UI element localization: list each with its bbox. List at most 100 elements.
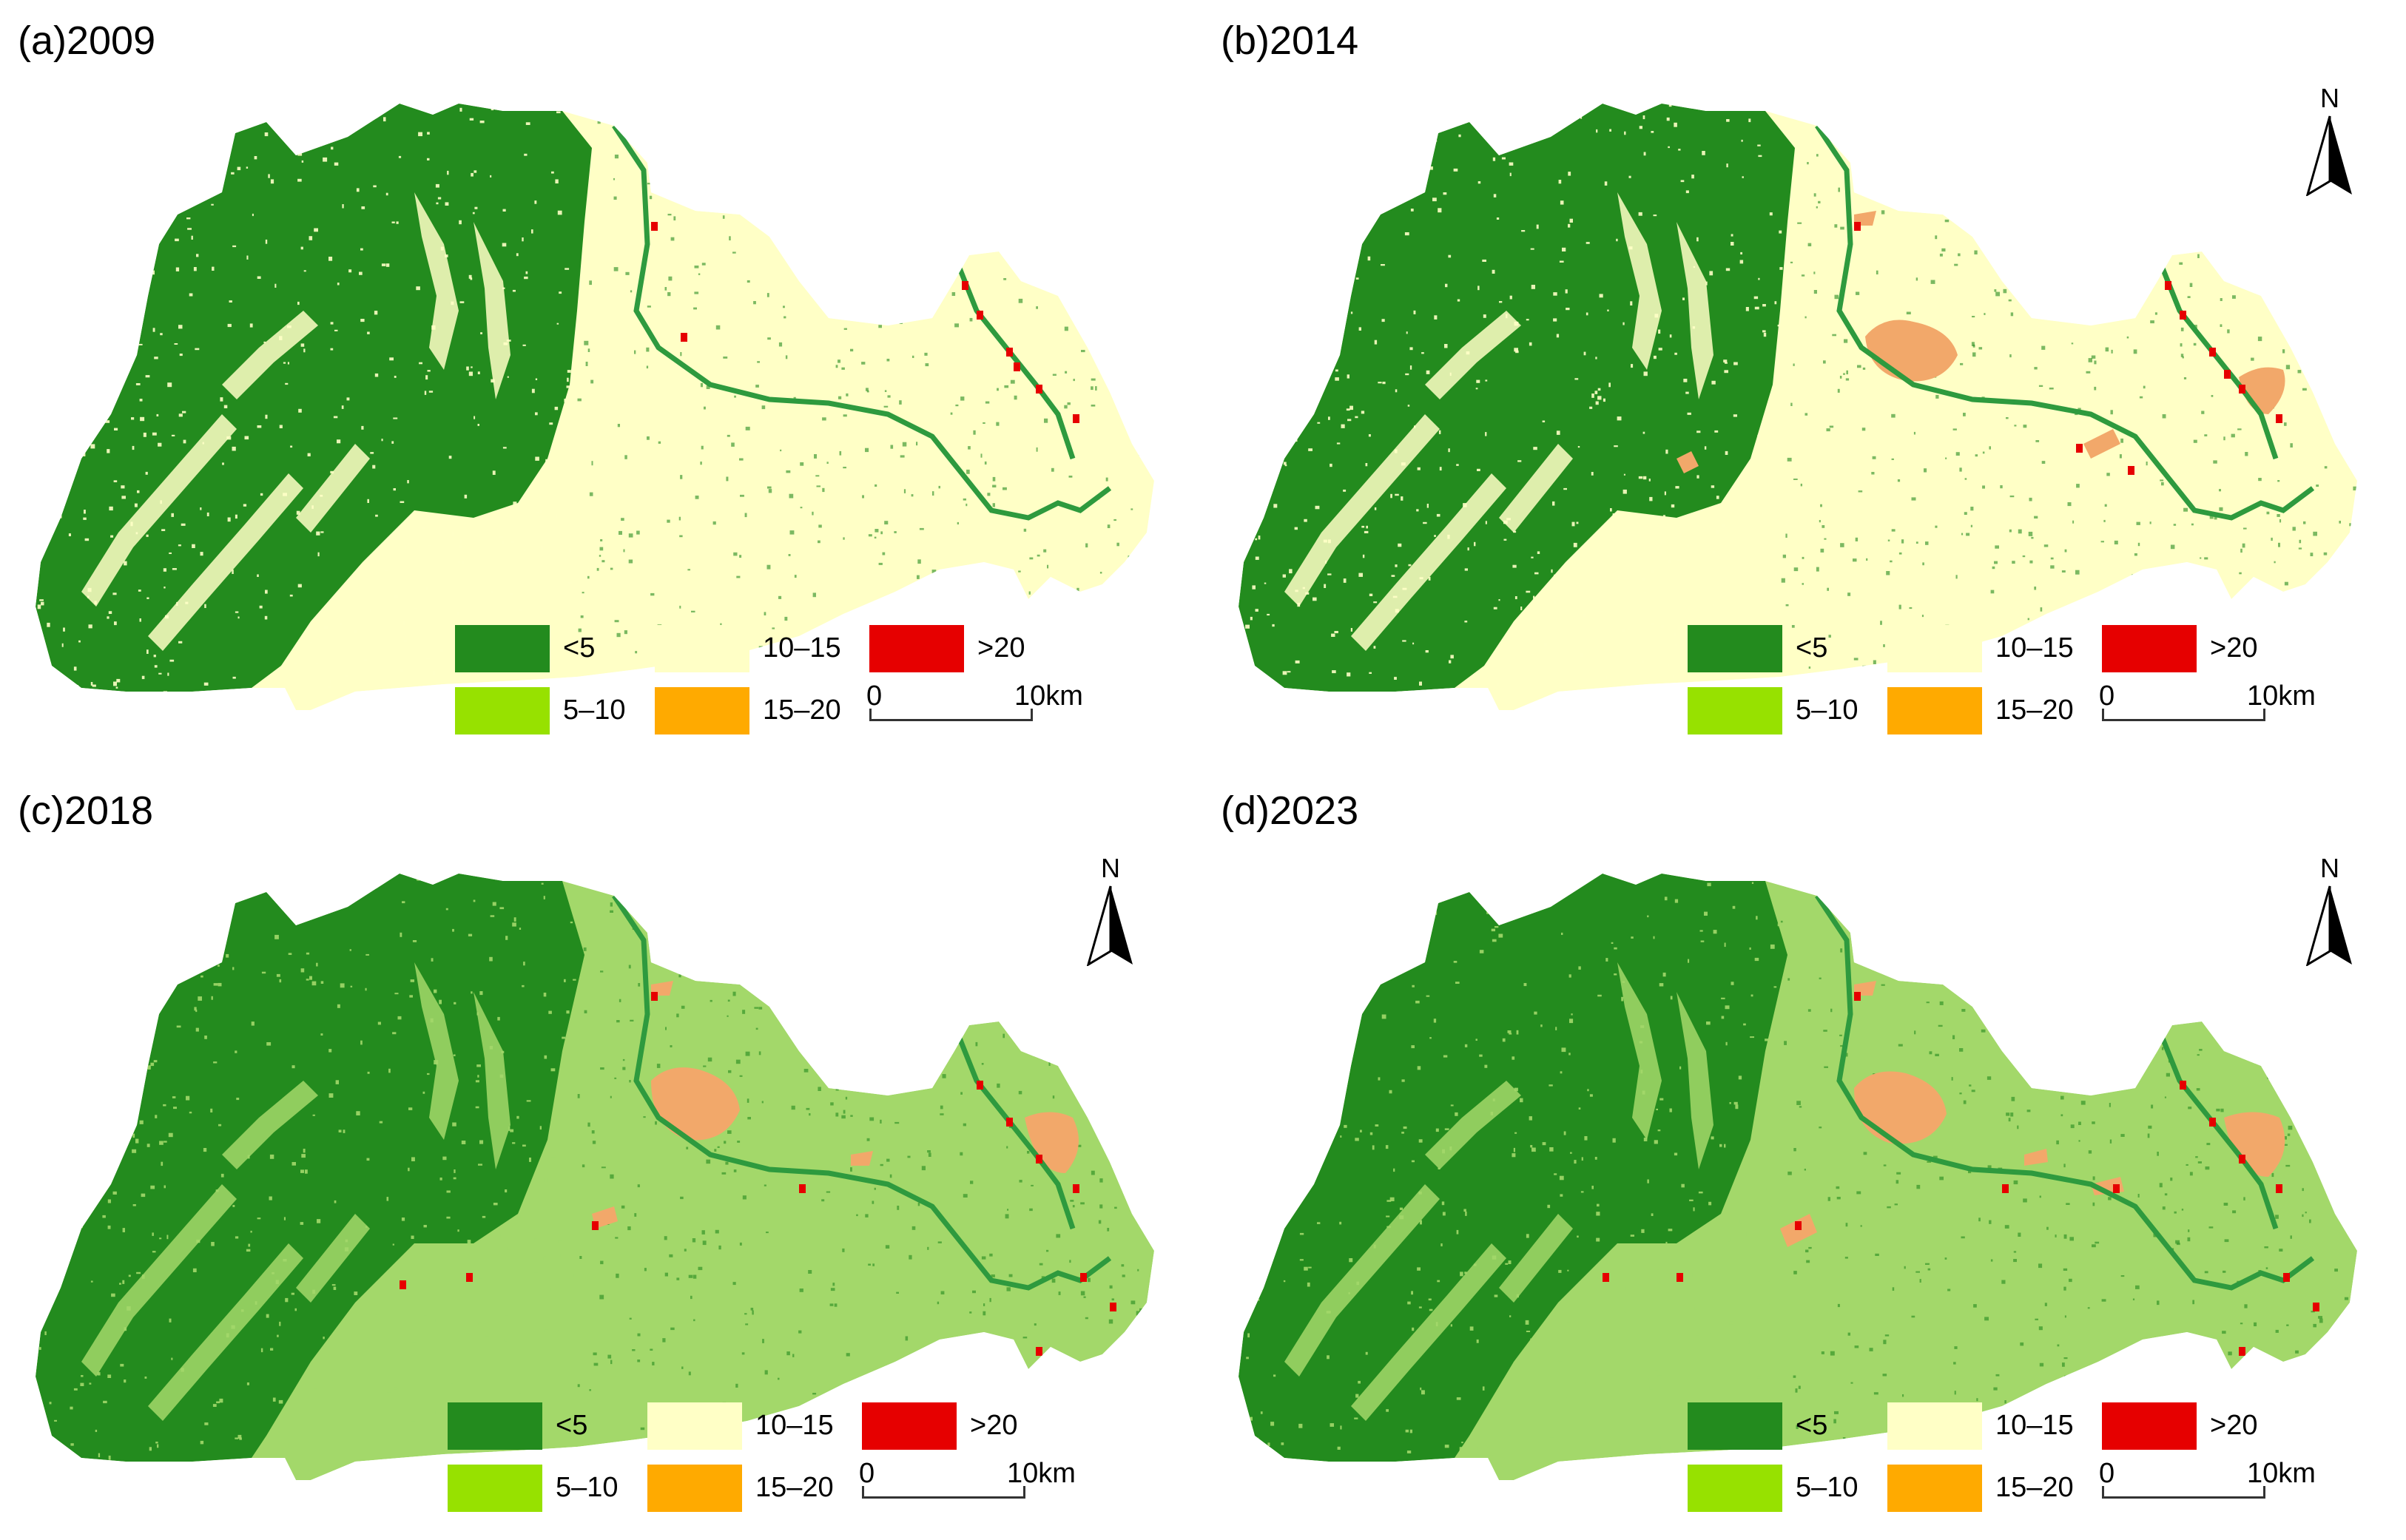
texture-speck <box>1847 1332 1850 1336</box>
texture-speck <box>2268 1061 2271 1064</box>
texture-speck <box>408 542 410 546</box>
texture-speck <box>124 245 127 248</box>
texture-speck <box>630 1019 634 1021</box>
texture-speck <box>163 691 167 695</box>
texture-speck <box>1891 98 1896 100</box>
texture-speck <box>2240 987 2244 990</box>
texture-speck <box>1136 1311 1140 1316</box>
texture-speck <box>298 408 302 413</box>
texture-speck <box>1369 215 1372 217</box>
texture-speck <box>2151 1018 2154 1022</box>
texture-speck <box>1506 518 1511 521</box>
texture-speck <box>580 615 584 618</box>
texture-speck <box>279 336 283 340</box>
texture-speck <box>2340 1017 2343 1021</box>
clearing-patch <box>81 414 237 607</box>
legend-label: 5–10 <box>1796 695 1859 726</box>
texture-speck <box>1139 1368 1141 1373</box>
texture-speck <box>1731 242 1734 246</box>
texture-speck <box>846 888 850 890</box>
texture-speck <box>1491 902 1496 906</box>
texture-speck <box>2087 1307 2090 1309</box>
texture-speck <box>1455 982 1460 984</box>
texture-speck <box>519 1340 522 1345</box>
texture-speck <box>431 1258 435 1261</box>
texture-speck <box>917 690 920 693</box>
texture-speck <box>513 917 516 922</box>
texture-speck <box>1099 1204 1103 1209</box>
texture-speck <box>536 511 539 514</box>
texture-speck <box>1553 601 1557 604</box>
urban-patch-15-20 <box>2024 1149 2048 1166</box>
texture-speck <box>1921 615 1924 618</box>
texture-speck <box>1685 190 1689 194</box>
texture-speck <box>693 1319 695 1322</box>
texture-speck <box>1725 1005 1730 1010</box>
texture-speck <box>80 423 83 427</box>
texture-speck <box>698 273 701 275</box>
texture-speck <box>1515 350 1519 354</box>
texture-speck <box>283 493 287 496</box>
texture-speck <box>2223 1270 2226 1273</box>
texture-speck <box>681 1005 685 1009</box>
texture-speck <box>73 365 75 368</box>
texture-speck <box>342 204 344 209</box>
texture-speck <box>2302 1214 2304 1218</box>
texture-speck <box>411 692 414 695</box>
texture-speck <box>1031 1184 1034 1186</box>
texture-speck <box>2078 1140 2080 1142</box>
texture-speck <box>1128 555 1132 559</box>
texture-speck <box>1838 187 1840 192</box>
texture-speck <box>1492 1255 1497 1260</box>
texture-speck <box>59 1255 62 1258</box>
texture-speck <box>297 178 302 182</box>
texture-speck <box>1840 226 1844 230</box>
texture-speck <box>2277 480 2280 482</box>
texture-speck <box>1580 652 1584 658</box>
texture-speck <box>869 1117 875 1121</box>
texture-speck <box>764 965 768 969</box>
scale-bar-tick <box>2263 1486 2265 1499</box>
texture-speck <box>1278 1191 1281 1194</box>
texture-speck <box>274 283 277 288</box>
texture-speck <box>572 1452 574 1456</box>
texture-speck <box>1974 250 1978 254</box>
texture-speck <box>1325 560 1327 564</box>
texture-speck <box>1929 162 1932 166</box>
texture-speck <box>499 907 505 910</box>
texture-speck <box>1578 683 1581 688</box>
texture-speck <box>2239 977 2243 979</box>
texture-speck <box>913 700 917 703</box>
texture-speck <box>333 1286 337 1290</box>
urban-patch-over-20 <box>1014 362 1020 371</box>
texture-speck <box>678 974 681 978</box>
texture-speck <box>2080 316 2084 320</box>
texture-speck <box>143 432 146 437</box>
texture-speck <box>1621 1339 1623 1342</box>
texture-speck <box>1757 434 1761 439</box>
texture-speck <box>1617 416 1622 421</box>
texture-speck <box>440 246 444 251</box>
texture-speck <box>2071 342 2074 345</box>
texture-speck <box>1638 1320 1642 1325</box>
texture-speck <box>104 331 109 335</box>
texture-speck <box>1724 942 1726 948</box>
texture-speck <box>647 436 650 440</box>
texture-speck <box>1628 246 1633 250</box>
texture-speck <box>919 123 921 127</box>
texture-speck <box>1099 1178 1103 1183</box>
texture-speck <box>1419 163 1423 168</box>
texture-speck <box>1958 1459 1961 1463</box>
texture-speck <box>1965 928 1969 931</box>
texture-speck <box>394 1432 397 1436</box>
texture-speck <box>1964 478 1967 480</box>
texture-speck <box>2324 466 2328 469</box>
texture-speck <box>1380 193 1384 197</box>
texture-speck <box>1514 348 1518 352</box>
texture-speck <box>255 1301 257 1305</box>
texture-speck <box>585 362 588 366</box>
texture-speck <box>2117 961 2122 966</box>
texture-speck <box>1150 345 1154 350</box>
texture-speck <box>1625 1399 1627 1404</box>
texture-speck <box>589 1389 591 1391</box>
